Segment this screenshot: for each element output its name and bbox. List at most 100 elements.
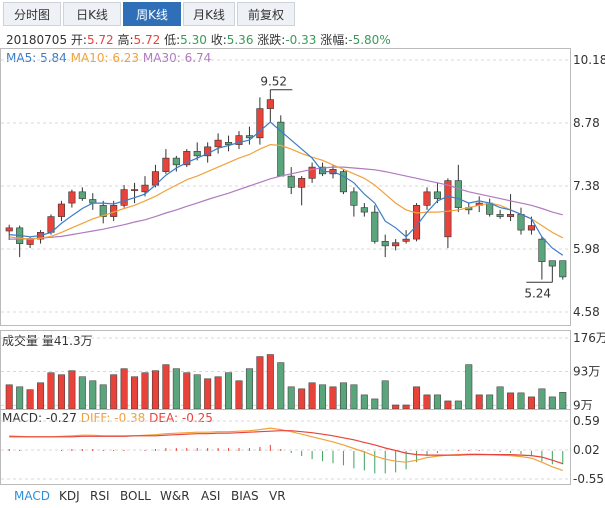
ma10-line	[9, 143, 564, 240]
candle	[131, 189, 139, 191]
volume-bar	[89, 380, 97, 410]
volume-bar	[475, 394, 483, 410]
high-mark-label: 9.52	[260, 75, 287, 89]
volume-bar	[548, 396, 556, 410]
volume-bar	[381, 380, 389, 410]
ma-legend: MA5: 5.84 MA10: 6.23 MA30: 6.74	[6, 51, 211, 65]
candle	[99, 205, 107, 217]
volume-bar	[423, 394, 431, 410]
candle	[298, 178, 306, 188]
macd-axis-label: 0.59	[573, 414, 600, 428]
volume-bar	[277, 362, 285, 410]
candle	[78, 191, 86, 199]
candle	[193, 151, 201, 157]
candle	[5, 227, 13, 232]
tab-forward-adjust[interactable]: 前复权	[237, 2, 295, 26]
volume-title: 成交量	[2, 334, 39, 348]
volume-bar	[465, 364, 473, 410]
volume-bar	[110, 374, 118, 410]
candle	[26, 238, 34, 245]
candle	[392, 242, 400, 247]
volume-bar	[266, 354, 274, 410]
high-label: 高:	[117, 33, 134, 47]
low-value: 5.30	[180, 33, 207, 47]
candle	[57, 203, 65, 217]
candle	[141, 184, 149, 193]
indicator-vr[interactable]: VR	[269, 489, 286, 503]
candle	[162, 157, 170, 172]
volume-bar	[350, 384, 358, 410]
price-axis-label: 4.58	[573, 305, 600, 319]
indicator-bias[interactable]: BIAS	[231, 489, 259, 503]
ma5-label: MA5:	[6, 51, 37, 65]
indicator-rsi[interactable]: RSI	[90, 489, 110, 503]
volume-bar	[37, 382, 45, 410]
volume-bar	[5, 384, 13, 410]
volume-bar	[99, 384, 107, 410]
volume-bar	[319, 384, 327, 410]
macd-chart[interactable]: 0.59 0.02 -0.55	[0, 409, 605, 485]
ma30-legend: MA30: 6.74	[143, 51, 211, 65]
volume-bar	[256, 356, 264, 410]
panel-frame	[0, 409, 571, 485]
candle	[350, 191, 358, 206]
volume-bar	[245, 368, 253, 410]
candle	[517, 214, 525, 231]
ma10-label: MA10:	[70, 51, 109, 65]
change-value: -0.33	[285, 33, 317, 47]
volume-bar	[120, 368, 128, 410]
indicator-wr[interactable]: W&R	[160, 489, 190, 503]
indicator-macd[interactable]: MACD	[14, 489, 50, 503]
candle	[381, 241, 389, 247]
candle	[548, 260, 556, 267]
change-label: 涨跌:	[257, 33, 286, 47]
candle	[527, 225, 535, 231]
candle	[214, 139, 222, 148]
candle	[287, 175, 295, 188]
indicator-kdj[interactable]: KDJ	[59, 489, 80, 503]
candle	[319, 166, 327, 175]
tab-monthly-k[interactable]: 月K线	[183, 2, 235, 26]
candle	[454, 180, 462, 208]
volume-bar	[183, 372, 191, 410]
volume-axis-label: 176万	[573, 331, 605, 345]
indicator-boll[interactable]: BOLL	[120, 489, 151, 503]
volume-chart[interactable]: 176万 93万 9万	[0, 330, 605, 410]
volume-bar	[141, 372, 149, 410]
volume-bar	[57, 374, 65, 410]
volume-bar	[298, 388, 306, 410]
open-label: 开:	[70, 33, 87, 47]
volume-bar	[131, 376, 139, 410]
diff-line	[9, 427, 563, 471]
ma30-label: MA30:	[142, 51, 181, 65]
tab-intraday[interactable]: 分时图	[3, 2, 61, 26]
indicator-asi[interactable]: ASI	[201, 489, 221, 503]
candle	[339, 171, 347, 193]
candle	[433, 191, 441, 199]
volume-bar	[339, 382, 347, 410]
volume-bar	[68, 370, 76, 410]
volume-bar	[527, 396, 535, 410]
tab-weekly-k[interactable]: 周K线	[123, 2, 181, 26]
candle	[423, 191, 431, 206]
volume-bar	[444, 400, 452, 410]
candle	[371, 211, 379, 242]
high-value: 5.72	[133, 33, 161, 47]
price-axis-label: 5.98	[573, 242, 600, 256]
candle	[308, 166, 316, 179]
volume-axis-label: 9万	[573, 398, 593, 410]
volume-bar	[454, 400, 462, 410]
macd-axis-label: 0.02	[573, 443, 600, 457]
candle	[444, 180, 452, 238]
volume-bar	[287, 386, 295, 410]
quote-info-line: 20180705 开:5.72 高:5.72 低:5.30 收:5.36 涨跌:…	[6, 31, 391, 48]
price-axis-label: 7.38	[573, 179, 600, 193]
quote-date: 20180705	[6, 33, 68, 47]
volume-bar	[26, 389, 34, 410]
volume-bar	[538, 388, 546, 410]
indicator-tab-bar: MACD KDJ RSI BOLL W&R ASI BIAS VR	[0, 486, 605, 508]
tab-daily-k[interactable]: 日K线	[63, 2, 121, 26]
ma5-value: 5.84	[40, 51, 67, 65]
volume-bar	[214, 376, 222, 410]
price-chart[interactable]: 10.18 8.78 7.38 5.98 4.58 9.52 5.24	[0, 48, 605, 326]
